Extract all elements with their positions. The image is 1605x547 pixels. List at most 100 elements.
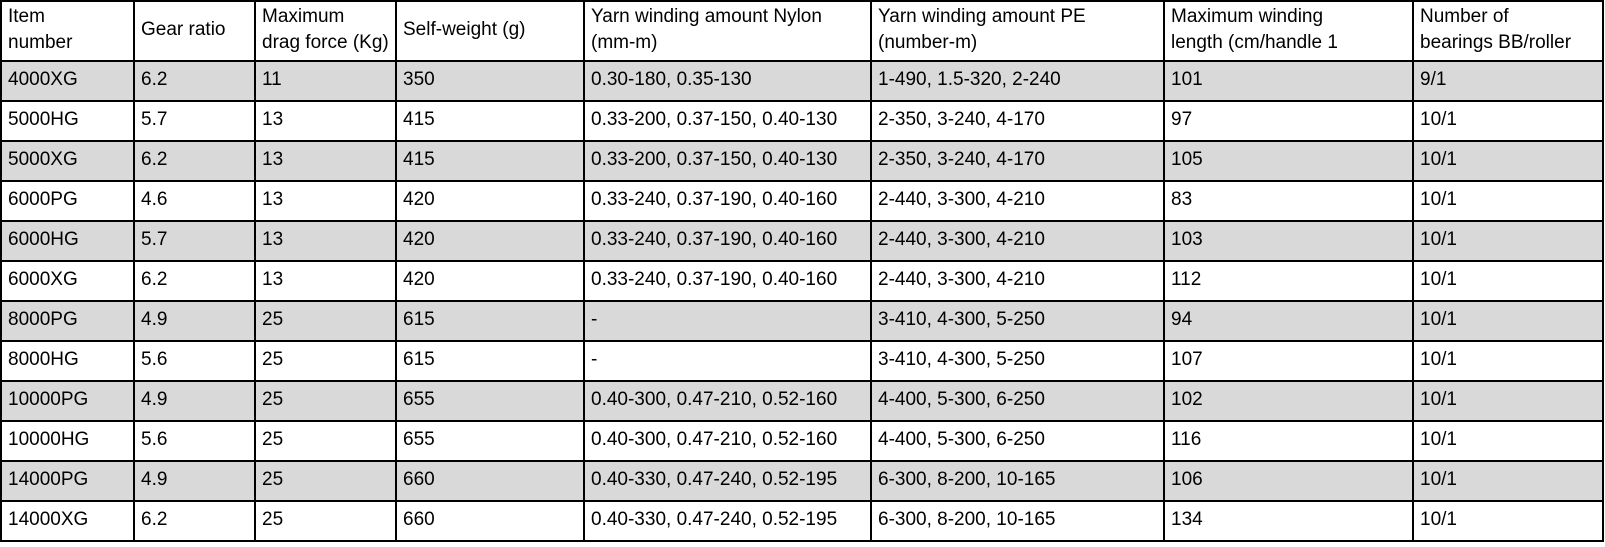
table-cell: 615 [395, 340, 585, 382]
table-cell: 6-300, 8-200, 10-165 [870, 460, 1165, 502]
table-cell: 0.33-240, 0.37-190, 0.40-160 [583, 260, 872, 302]
table-cell: 660 [395, 460, 585, 502]
table-cell: 97 [1163, 100, 1414, 142]
table-cell: 25 [254, 460, 397, 502]
table-cell: 4.6 [133, 180, 256, 222]
table-cell: 4.9 [133, 460, 256, 502]
table-row-5000hg: 5000HG 5.7 13 415 0.33-200, 0.37-150, 0.… [0, 100, 1604, 142]
table-cell: 10/1 [1412, 380, 1604, 422]
table-cell: 0.33-200, 0.37-150, 0.40-130 [583, 140, 872, 182]
table-cell: 420 [395, 260, 585, 302]
table-cell: 107 [1163, 340, 1414, 382]
table-cell: 11 [254, 60, 397, 102]
table-cell: 10/1 [1412, 420, 1604, 462]
table-cell: 10000PG [0, 380, 135, 422]
table-cell: 2-440, 3-300, 4-210 [870, 260, 1165, 302]
table-cell: 655 [395, 420, 585, 462]
table-cell: - [583, 300, 872, 342]
table-cell: 5.6 [133, 420, 256, 462]
table-cell: 5.6 [133, 340, 256, 382]
table-cell: 103 [1163, 220, 1414, 262]
table-cell: 25 [254, 340, 397, 382]
table-cell: 4.9 [133, 300, 256, 342]
table-cell: 116 [1163, 420, 1414, 462]
table-cell: 2-350, 3-240, 4-170 [870, 100, 1165, 142]
table-cell: 10/1 [1412, 300, 1604, 342]
table-cell: 10000HG [0, 420, 135, 462]
table-cell: 5.7 [133, 100, 256, 142]
header-cell-yarn-nylon: Yarn winding amount Nylon (mm-m) [583, 0, 872, 62]
table-cell: 8000HG [0, 340, 135, 382]
table-cell: 3-410, 4-300, 5-250 [870, 340, 1165, 382]
table-cell: 4-400, 5-300, 6-250 [870, 380, 1165, 422]
table-cell: 101 [1163, 60, 1414, 102]
table-cell: 5000HG [0, 100, 135, 142]
table-cell: 10/1 [1412, 220, 1604, 262]
table-cell: 10/1 [1412, 260, 1604, 302]
table-cell: 6.2 [133, 500, 256, 542]
header-cell-bearings: Number of bearings BB/roller [1412, 0, 1604, 62]
table-cell: 2-350, 3-240, 4-170 [870, 140, 1165, 182]
header-row: Item number Gear ratio Maximum drag forc… [0, 0, 1604, 62]
table-cell: 4-400, 5-300, 6-250 [870, 420, 1165, 462]
table-cell: 105 [1163, 140, 1414, 182]
table-cell: 2-440, 3-300, 4-210 [870, 180, 1165, 222]
table-cell: 13 [254, 220, 397, 262]
table-cell: 6.2 [133, 260, 256, 302]
table-cell: 13 [254, 260, 397, 302]
header-cell-self-weight: Self-weight (g) [395, 0, 585, 62]
header-cell-max-drag-force: Maximum drag force (Kg) [254, 0, 397, 62]
table-row-14000pg: 14000PG 4.9 25 660 0.40-330, 0.47-240, 0… [0, 460, 1604, 502]
table-cell: 4.9 [133, 380, 256, 422]
table-cell: 615 [395, 300, 585, 342]
table-cell: 0.33-240, 0.37-190, 0.40-160 [583, 220, 872, 262]
table-cell: - [583, 340, 872, 382]
table-cell: 9/1 [1412, 60, 1604, 102]
table-row-6000hg: 6000HG 5.7 13 420 0.33-240, 0.37-190, 0.… [0, 220, 1604, 262]
table-row-4000xg: 4000XG 6.2 11 350 0.30-180, 0.35-130 1-4… [0, 60, 1604, 102]
table-cell: 10/1 [1412, 140, 1604, 182]
table-cell: 25 [254, 380, 397, 422]
table-row-10000hg: 10000HG 5.6 25 655 0.40-300, 0.47-210, 0… [0, 420, 1604, 462]
table-cell: 102 [1163, 380, 1414, 422]
table-cell: 5.7 [133, 220, 256, 262]
table-row-5000xg: 5000XG 6.2 13 415 0.33-200, 0.37-150, 0.… [0, 140, 1604, 182]
table-row-8000pg: 8000PG 4.9 25 615 - 3-410, 4-300, 5-250 … [0, 300, 1604, 342]
table-cell: 2-440, 3-300, 4-210 [870, 220, 1165, 262]
table-cell: 6000XG [0, 260, 135, 302]
table-cell: 6-300, 8-200, 10-165 [870, 500, 1165, 542]
table-cell: 3-410, 4-300, 5-250 [870, 300, 1165, 342]
table-cell: 660 [395, 500, 585, 542]
header-cell-yarn-pe: Yarn winding amount PE (number-m) [870, 0, 1165, 62]
table-cell: 350 [395, 60, 585, 102]
table-cell: 14000PG [0, 460, 135, 502]
table-cell: 6000PG [0, 180, 135, 222]
table-cell: 10/1 [1412, 180, 1604, 222]
table-row-14000xg: 14000XG 6.2 25 660 0.40-330, 0.47-240, 0… [0, 500, 1604, 542]
table-cell: 25 [254, 300, 397, 342]
table-cell: 106 [1163, 460, 1414, 502]
table-cell: 0.40-330, 0.47-240, 0.52-195 [583, 500, 872, 542]
table-cell: 25 [254, 420, 397, 462]
table-cell: 134 [1163, 500, 1414, 542]
table-cell: 415 [395, 140, 585, 182]
table-row-10000pg: 10000PG 4.9 25 655 0.40-300, 0.47-210, 0… [0, 380, 1604, 422]
table-cell: 0.40-330, 0.47-240, 0.52-195 [583, 460, 872, 502]
table-cell: 655 [395, 380, 585, 422]
header-cell-gear-ratio: Gear ratio [133, 0, 256, 62]
table-cell: 5000XG [0, 140, 135, 182]
table-cell: 13 [254, 180, 397, 222]
table-cell: 10/1 [1412, 500, 1604, 542]
table-cell: 10/1 [1412, 340, 1604, 382]
table-cell: 6.2 [133, 60, 256, 102]
table-cell: 25 [254, 500, 397, 542]
table-row-6000xg: 6000XG 6.2 13 420 0.33-240, 0.37-190, 0.… [0, 260, 1604, 302]
table-cell: 94 [1163, 300, 1414, 342]
table-cell: 8000PG [0, 300, 135, 342]
table-cell: 420 [395, 220, 585, 262]
table-cell: 0.40-300, 0.47-210, 0.52-160 [583, 420, 872, 462]
table-cell: 0.40-300, 0.47-210, 0.52-160 [583, 380, 872, 422]
header-cell-item-number: Item number [0, 0, 135, 62]
table-cell: 4000XG [0, 60, 135, 102]
